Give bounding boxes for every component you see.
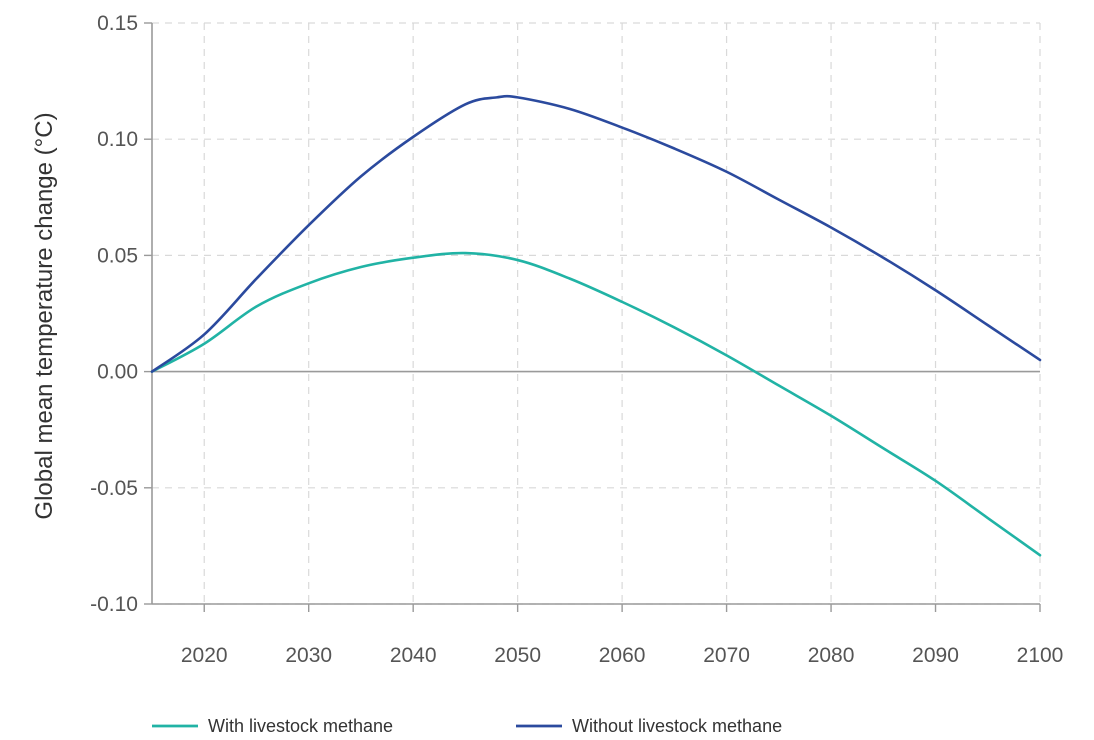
y-tick-label: 0.00 bbox=[97, 361, 138, 384]
y-axis-label: Global mean temperature change (°C) bbox=[31, 112, 58, 519]
y-tick-label: 0.10 bbox=[97, 128, 138, 151]
x-tick-label: 2050 bbox=[494, 644, 541, 667]
legend-item: With livestock methane bbox=[152, 716, 393, 736]
legend-label: Without livestock methane bbox=[572, 716, 782, 736]
y-tick-labels: -0.10 -0.05 0.00 0.05 0.10 0.15 bbox=[90, 12, 138, 616]
x-tick-label: 2080 bbox=[808, 644, 855, 667]
y-tick-label: 0.05 bbox=[97, 244, 138, 267]
x-tick-label: 2020 bbox=[181, 644, 228, 667]
y-tick-label: -0.05 bbox=[90, 477, 138, 500]
x-tick-labels: 2020 2030 2040 2050 2060 2070 2080 2090 2100 bbox=[181, 644, 1063, 667]
x-tick-label: 2070 bbox=[703, 644, 750, 667]
y-tick-label: -0.10 bbox=[90, 593, 138, 616]
x-tick-label: 2040 bbox=[390, 644, 437, 667]
series-line-with-livestock-methane bbox=[150, 251, 1042, 557]
axes bbox=[144, 22, 1041, 612]
x-tick-label: 2100 bbox=[1017, 644, 1064, 667]
grid-lines bbox=[152, 22, 1041, 605]
series-line-without-livestock-methane bbox=[150, 94, 1042, 373]
legend: With livestock methane Without livestock … bbox=[152, 716, 782, 736]
y-tick-label: 0.15 bbox=[97, 12, 138, 35]
x-tick-label: 2090 bbox=[912, 644, 959, 667]
series-layer bbox=[150, 94, 1042, 557]
legend-label: With livestock methane bbox=[208, 716, 393, 736]
legend-item: Without livestock methane bbox=[516, 716, 782, 736]
x-tick-label: 2030 bbox=[285, 644, 332, 667]
x-tick-label: 2060 bbox=[599, 644, 646, 667]
